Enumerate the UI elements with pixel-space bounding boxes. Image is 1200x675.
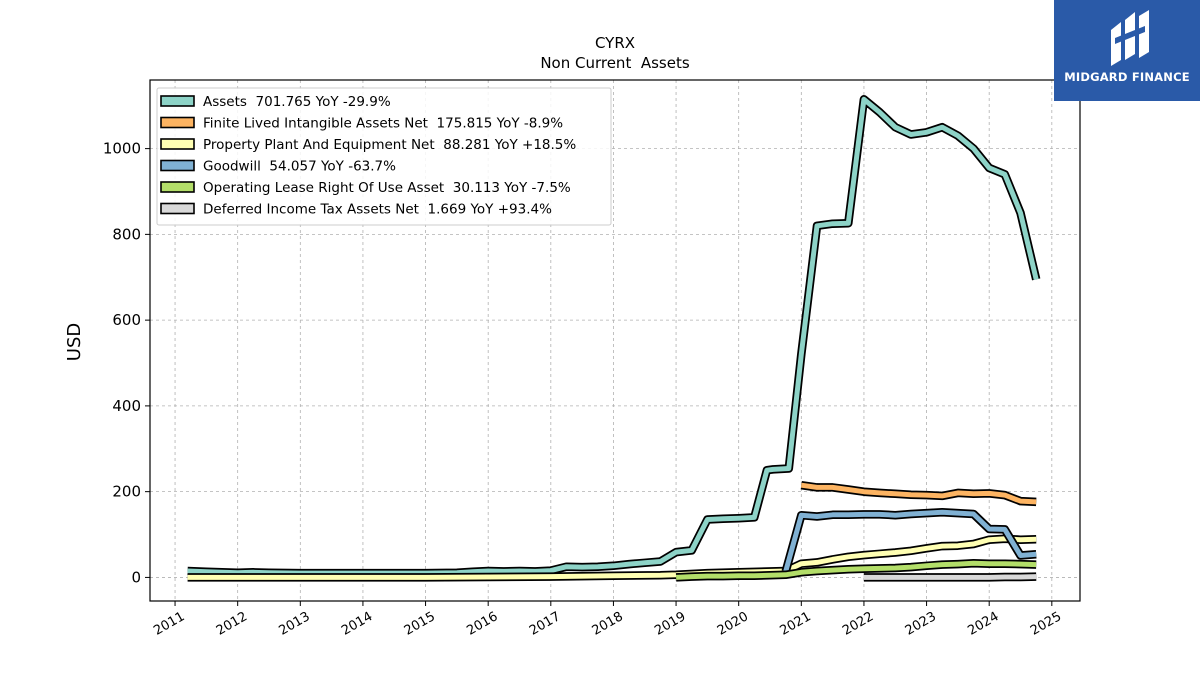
- legend-swatch: [160, 116, 195, 129]
- chart-subtitle: Non Current Assets: [540, 54, 690, 72]
- series-line-4: [675, 560, 1037, 580]
- legend-label: Finite Lived Intangible Assets Net 175.8…: [203, 116, 563, 132]
- x-tick-label: 2012: [214, 609, 250, 639]
- x-tick-label: 2017: [527, 609, 563, 639]
- x-tick-label: 2015: [402, 609, 438, 639]
- plot-frame: [149, 79, 1081, 602]
- x-tick-label: 2025: [1028, 609, 1064, 639]
- legend-label: Deferred Income Tax Assets Net 1.669 YoY…: [203, 202, 552, 218]
- y-tick-label: 800: [112, 225, 141, 243]
- x-tick-label: 2019: [652, 609, 688, 639]
- x-tick-label: 2013: [276, 609, 312, 639]
- brand-name: MIDGARD FINANCE: [1064, 70, 1190, 84]
- x-tick-label: 2018: [590, 609, 626, 639]
- legend-swatch: [160, 159, 195, 172]
- y-tick-label: 0: [131, 568, 141, 586]
- y-tick-label: 400: [112, 397, 141, 415]
- series-line-5: [863, 574, 1037, 580]
- series-line-2: [187, 536, 1037, 580]
- x-tick-label: 2023: [903, 609, 939, 639]
- legend: Assets 701.765 YoY -29.9% Finite Lived In…: [156, 87, 612, 226]
- brand-logo: MIDGARD FINANCE: [1054, 0, 1200, 101]
- chart-title: CYRX: [595, 34, 635, 52]
- x-tick-label: 2024: [965, 609, 1001, 639]
- x-tick-label: 2022: [840, 609, 876, 639]
- y-axis-label: USD: [64, 323, 85, 361]
- legend-label: Operating Lease Right Of Use Asset 30.11…: [203, 180, 571, 196]
- x-tick-label: 2016: [464, 609, 500, 639]
- series-line-0: [187, 96, 1039, 576]
- legend-label: Goodwill 54.057 YoY -63.7%: [203, 159, 396, 175]
- x-tick-label: 2021: [777, 609, 813, 639]
- legend-label: Assets 701.765 YoY -29.9%: [203, 94, 391, 110]
- legend-swatch: [160, 138, 195, 150]
- y-tick-label: 200: [112, 483, 141, 501]
- midgard-logo-icon: [1111, 10, 1149, 66]
- x-tick-label: 2020: [715, 609, 751, 639]
- series-line-3: [783, 509, 1037, 573]
- legend-swatch: [160, 181, 195, 193]
- legend-swatch: [160, 95, 195, 107]
- series-line-1: [800, 482, 1037, 505]
- legend-swatch: [160, 202, 195, 215]
- y-tick-label: 1000: [103, 140, 141, 158]
- legend-label: Property Plant And Equipment Net 88.281 …: [203, 137, 576, 153]
- x-tick-label: 2011: [151, 609, 187, 639]
- x-tick-label: 2014: [339, 609, 375, 639]
- legend-box: [156, 87, 612, 226]
- y-tick-label: 600: [112, 311, 141, 329]
